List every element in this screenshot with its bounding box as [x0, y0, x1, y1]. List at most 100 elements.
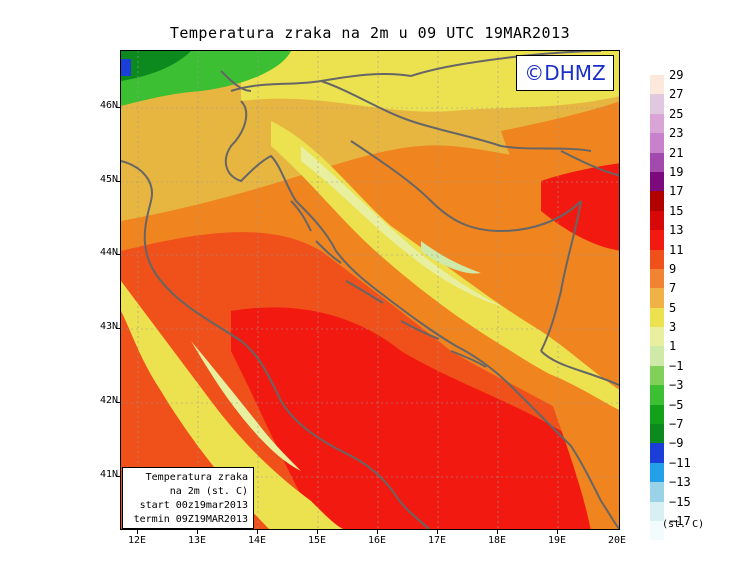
legend-label: 9 — [669, 261, 677, 276]
lat-tick — [116, 402, 120, 403]
legend-label: −3 — [669, 378, 684, 393]
lon-tick — [437, 530, 438, 534]
map-grid — [121, 51, 619, 529]
legend-label: −5 — [669, 397, 684, 412]
lon-tick — [257, 530, 258, 534]
bosnia-border — [350, 140, 582, 232]
lon-label-18e: 18E — [487, 535, 507, 546]
legend-entry: −1 — [650, 359, 740, 386]
legend-entry: −15 — [650, 495, 740, 521]
legend-entry: −7 — [650, 417, 740, 444]
legend-entry: 9 — [650, 262, 740, 289]
legend-label: −17 — [669, 513, 691, 528]
bosnia-east-border — [540, 200, 582, 352]
legend-entry: −5 — [650, 398, 740, 425]
legend-label: −11 — [669, 455, 691, 470]
lon-tick — [377, 530, 378, 534]
legend-label: −9 — [669, 436, 684, 451]
legend-label: 17 — [669, 184, 684, 199]
legend-label: 11 — [669, 242, 684, 257]
legend-entry: 15 — [650, 204, 740, 231]
lon-tick — [497, 530, 498, 534]
field-dinaric-green — [421, 241, 481, 274]
legend-swatch — [650, 482, 664, 502]
legend-swatch — [650, 443, 664, 463]
legend-swatch — [650, 501, 664, 521]
legend-swatch — [650, 133, 664, 153]
legend-swatch — [650, 307, 664, 328]
legend-entry: 17 — [650, 184, 740, 211]
legend-swatch — [650, 210, 664, 231]
islands — [290, 200, 487, 368]
albania-coast — [570, 445, 619, 529]
legend-swatch — [650, 268, 664, 289]
lat-tick — [116, 328, 120, 329]
legend-label: 3 — [669, 320, 677, 335]
istria-croatia-coast — [224, 100, 572, 447]
info-box: Temperatura zraka na 2m (st. C) start 00… — [122, 467, 254, 529]
legend-label: −1 — [669, 358, 684, 373]
lon-label-19e: 19E — [547, 535, 567, 546]
legend-entry: 23 — [650, 126, 740, 153]
lat-label-41n: 41N — [99, 469, 118, 480]
italy-east-coast — [121, 160, 431, 529]
legend-label: −7 — [669, 417, 684, 432]
legend-label: 15 — [669, 203, 684, 218]
legend-entry: 3 — [650, 320, 740, 347]
info-line-3: start 00z19mar2013 — [139, 500, 248, 511]
legend-swatch — [650, 404, 664, 425]
lon-tick — [557, 530, 558, 534]
montenegro-border — [540, 350, 619, 387]
legend-label: 21 — [669, 145, 684, 160]
legend-swatch — [650, 152, 664, 172]
legend-entry: 25 — [650, 107, 740, 134]
lon-label-15e: 15E — [307, 535, 327, 546]
lon-tick — [197, 530, 198, 534]
field-se-light — [541, 371, 619, 529]
legend-label: −15 — [669, 494, 691, 509]
legend-entry: 11 — [650, 243, 740, 269]
lat-tick — [116, 107, 120, 108]
legend-swatch — [650, 462, 664, 483]
temperature-map[interactable] — [120, 50, 620, 530]
legend-swatch — [650, 75, 664, 95]
north-inner-border — [220, 70, 252, 92]
legend-entry: 5 — [650, 301, 740, 328]
lon-label-13e: 13E — [187, 535, 207, 546]
legend-swatch — [650, 385, 664, 405]
serbia-border — [560, 150, 619, 177]
lat-tick — [116, 254, 120, 255]
lon-tick — [137, 530, 138, 534]
legend-label: 25 — [669, 106, 684, 121]
croatia-north-border — [320, 80, 592, 152]
legend-swatch — [650, 249, 664, 269]
legend-label: 29 — [669, 68, 684, 82]
legend-label: 13 — [669, 223, 684, 238]
legend-entry: −9 — [650, 436, 740, 463]
lon-label-20e: 20E — [607, 535, 627, 546]
legend-entry: −17 — [650, 514, 740, 541]
lat-label-43n: 43N — [99, 321, 118, 332]
legend-swatch — [650, 327, 664, 347]
dhmz-logo: ©DHMZ — [516, 55, 614, 91]
legend-label: 1 — [669, 339, 677, 354]
lon-label-12e: 12E — [127, 535, 147, 546]
lon-tick — [317, 530, 318, 534]
map-title: Temperatura zraka na 2m u 09 UTC 19MAR20… — [169, 24, 571, 42]
legend-entry: 27 — [650, 87, 740, 114]
lat-label-42n: 42N — [99, 395, 118, 406]
legend-entry: 7 — [650, 281, 740, 308]
lat-label-46n: 46N — [99, 100, 118, 111]
legend-entry: −13 — [650, 475, 740, 502]
lat-label-45n: 45N — [99, 174, 118, 185]
legend-swatch — [650, 191, 664, 211]
field-dinaric-band — [271, 121, 619, 410]
legend-entry: 1 — [650, 339, 740, 366]
info-line-2: na 2m (st. C) — [169, 486, 248, 497]
legend-swatch — [650, 424, 664, 444]
info-line-1: Temperatura zraka — [145, 472, 248, 483]
legend-label: −13 — [669, 475, 691, 490]
lon-label-16e: 16E — [367, 535, 387, 546]
field-nw-blue — [121, 59, 131, 76]
field-nw-green-dark — [121, 51, 191, 81]
